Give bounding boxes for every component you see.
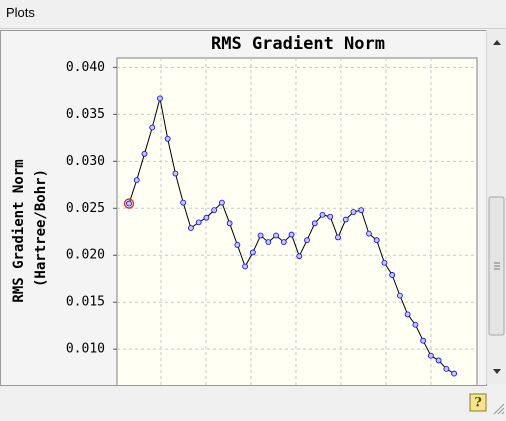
y-tick-label: 0.025 — [66, 201, 105, 216]
data-point — [296, 253, 303, 260]
scroll-down[interactable] — [493, 369, 501, 374]
data-point — [443, 365, 450, 372]
window-title: Plots — [6, 5, 35, 20]
data-point — [195, 219, 202, 226]
chart-title: RMS Gradient Norm — [211, 34, 385, 54]
data-point — [358, 207, 365, 214]
data-point — [451, 370, 457, 377]
scrollbar[interactable] — [486, 30, 506, 384]
status-area: ? — [0, 386, 506, 416]
y-tick-label: 0.030 — [66, 154, 105, 169]
data-point — [420, 337, 427, 344]
data-point — [180, 199, 187, 206]
data-point — [226, 220, 233, 227]
data-point — [203, 214, 210, 221]
data-point — [149, 124, 156, 131]
y-axis-label: (Hartree/Bohr) — [33, 169, 49, 287]
status-graphic: ? — [469, 393, 505, 415]
data-point — [311, 220, 318, 227]
data-point — [265, 239, 272, 245]
data-point — [342, 216, 349, 223]
data-point — [218, 199, 225, 206]
data-point — [211, 207, 218, 214]
data-point — [164, 135, 171, 142]
data-point — [288, 231, 295, 238]
data-point — [366, 230, 372, 237]
data-point — [412, 321, 419, 328]
chart: RMS Gradient Norm RMS Gradient Norm (Har… — [11, 34, 478, 385]
data-point — [435, 357, 442, 364]
y-tick-label: 0.035 — [66, 107, 105, 122]
resize-grip — [493, 403, 505, 415]
help-icon: ? — [474, 396, 482, 411]
data-point — [172, 170, 179, 177]
data-point — [397, 292, 403, 299]
y-tick-label: 0.010 — [66, 342, 105, 357]
data-point — [350, 209, 357, 215]
data-point — [327, 213, 334, 220]
data-point — [373, 237, 380, 244]
y-tick-label: 0.020 — [66, 248, 105, 263]
plot-area — [116, 57, 478, 385]
data-point — [126, 200, 132, 207]
plot-panel: RMS Gradient Norm RMS Gradient Norm (Har… — [0, 30, 487, 386]
data-point — [404, 311, 411, 318]
data-point — [335, 234, 341, 241]
data-point — [304, 237, 310, 244]
help-button[interactable] — [469, 393, 487, 412]
data-point — [381, 259, 388, 266]
data-point — [133, 177, 140, 183]
data-point — [280, 239, 287, 245]
data-point — [389, 272, 396, 278]
data-point — [319, 211, 326, 218]
y-tick-label: 0.040 — [66, 60, 105, 75]
data-point — [242, 263, 249, 270]
data-point — [257, 232, 264, 239]
data-point — [141, 150, 148, 157]
scroll-up[interactable] — [493, 40, 501, 45]
scrollbar-graphic — [488, 40, 505, 374]
data-point — [234, 242, 241, 248]
data-point — [427, 352, 434, 359]
thumb-grip — [494, 262, 500, 270]
data-point — [157, 95, 163, 102]
y-axis-label: RMS Gradient Norm — [11, 159, 27, 302]
y-tick-label: 0.015 — [66, 295, 105, 310]
data-point — [249, 249, 256, 256]
data-point — [273, 232, 279, 239]
title-bar: Plots — [0, 0, 506, 29]
highlight-ring — [123, 198, 135, 209]
data-point — [188, 225, 194, 231]
